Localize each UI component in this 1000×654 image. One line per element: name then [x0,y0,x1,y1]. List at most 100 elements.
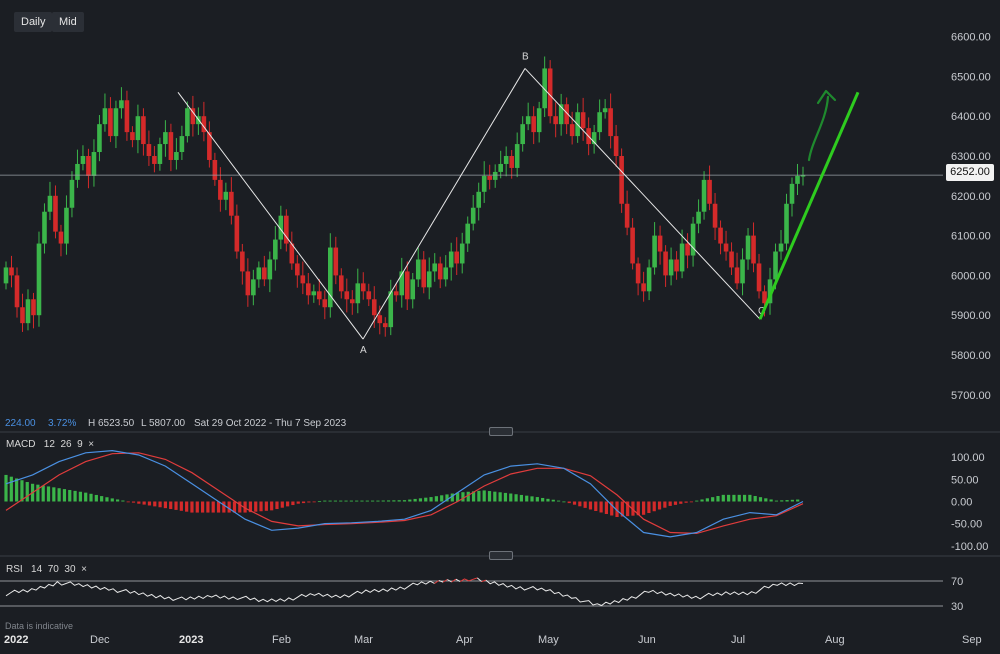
price-type-button[interactable]: Mid [52,12,84,32]
y-tick-label: 6000.00 [951,270,991,282]
candle [718,220,723,255]
macd-histogram-bar [434,496,438,502]
candle-body [674,259,679,272]
macd-histogram-bar [498,492,502,502]
candle-body [262,267,267,280]
candle-body [146,144,152,156]
candle-body [306,283,311,296]
rsi-line [434,580,440,584]
candle-body [569,124,575,137]
candle-body [317,291,322,300]
candle-body [393,291,399,296]
candle [355,268,361,314]
macd-histogram-bar [461,492,465,502]
macd-histogram-bar [211,501,215,513]
candle [9,255,14,288]
pane-resize-handle[interactable] [489,427,513,436]
candle [531,106,536,145]
candle-body [333,247,339,276]
candle [608,93,613,149]
macd-histogram-bar [684,501,688,503]
macd-histogram-bar [46,486,51,502]
candle [789,177,795,217]
candle [767,267,773,315]
candle [119,87,124,119]
candle-body [185,108,190,137]
candle [553,102,558,138]
candle-body [685,243,690,256]
candle [569,111,575,145]
macd-histogram-bar [174,501,178,510]
candle [663,245,668,287]
macd-histogram-bar [418,498,423,502]
candle-body [690,223,696,256]
candle [558,93,564,136]
y-tick-label: 6400.00 [951,111,991,123]
arrow-head [816,89,837,105]
rsi-close-icon[interactable]: × [81,564,87,575]
macd-histogram-bar [530,496,534,502]
candle-body [382,323,388,328]
rsi-lower: 30 [64,564,76,575]
candle [157,137,163,171]
macd-histogram-bar [413,498,417,502]
macd-histogram-bar [668,501,672,506]
candle-body [223,191,229,200]
macd-y-tick-label: 0.00 [951,497,972,509]
candle [448,242,454,281]
candle-body [448,251,454,268]
candle-body [322,299,328,308]
candle-body [388,291,394,328]
candle [102,93,108,132]
candle [536,101,542,143]
macd-histogram-bar [657,501,662,510]
candle-body [652,235,657,268]
rsi-line [438,580,444,583]
candle-body [207,132,212,160]
info-range: Sat 29 Oct 2022 - Thu 7 Sep 2023 [194,418,347,429]
macd-histogram-bar [73,490,77,502]
candle [311,284,317,303]
macd-histogram [4,474,800,518]
x-tick-label: Mar [354,634,373,646]
macd-histogram-bar [588,501,593,510]
candle [201,101,207,142]
candle [273,226,278,271]
candle-body [404,271,410,300]
candle [668,247,674,286]
candle-body [119,100,124,109]
macd-histogram-bar [440,495,444,502]
macd-histogram-bar [349,500,353,502]
pane-resize-handle[interactable] [489,551,513,560]
macd-histogram-bar [25,482,29,502]
macd-histogram-bar [711,497,715,502]
macd-close-icon[interactable]: × [88,439,95,450]
info-change-pct: 3.72% [48,418,77,429]
macd-histogram-bar [705,498,709,502]
candle-body [481,175,487,192]
y-tick-label: 5800.00 [951,350,991,362]
candle [624,190,630,236]
timeframe-button[interactable]: Daily [14,12,53,32]
candle [25,289,31,331]
candle-body [58,231,64,244]
info-high: H 6523.50 [88,418,135,429]
macd-histogram-bar [84,492,88,502]
candle-body [558,104,564,125]
macd-histogram-bar [408,499,412,502]
candle [476,182,482,221]
y-tick-label: 6500.00 [951,71,991,83]
macd-histogram-bar [493,491,497,502]
candle [443,255,449,287]
candle-body [42,211,47,244]
candle [223,182,229,211]
candle [58,224,64,257]
macd-histogram-bar [541,497,545,502]
candle-body [421,259,427,288]
candle [481,161,487,203]
candle [712,193,718,240]
candle-body [284,215,289,244]
candle [393,283,399,302]
macd-histogram-bar [679,501,683,504]
